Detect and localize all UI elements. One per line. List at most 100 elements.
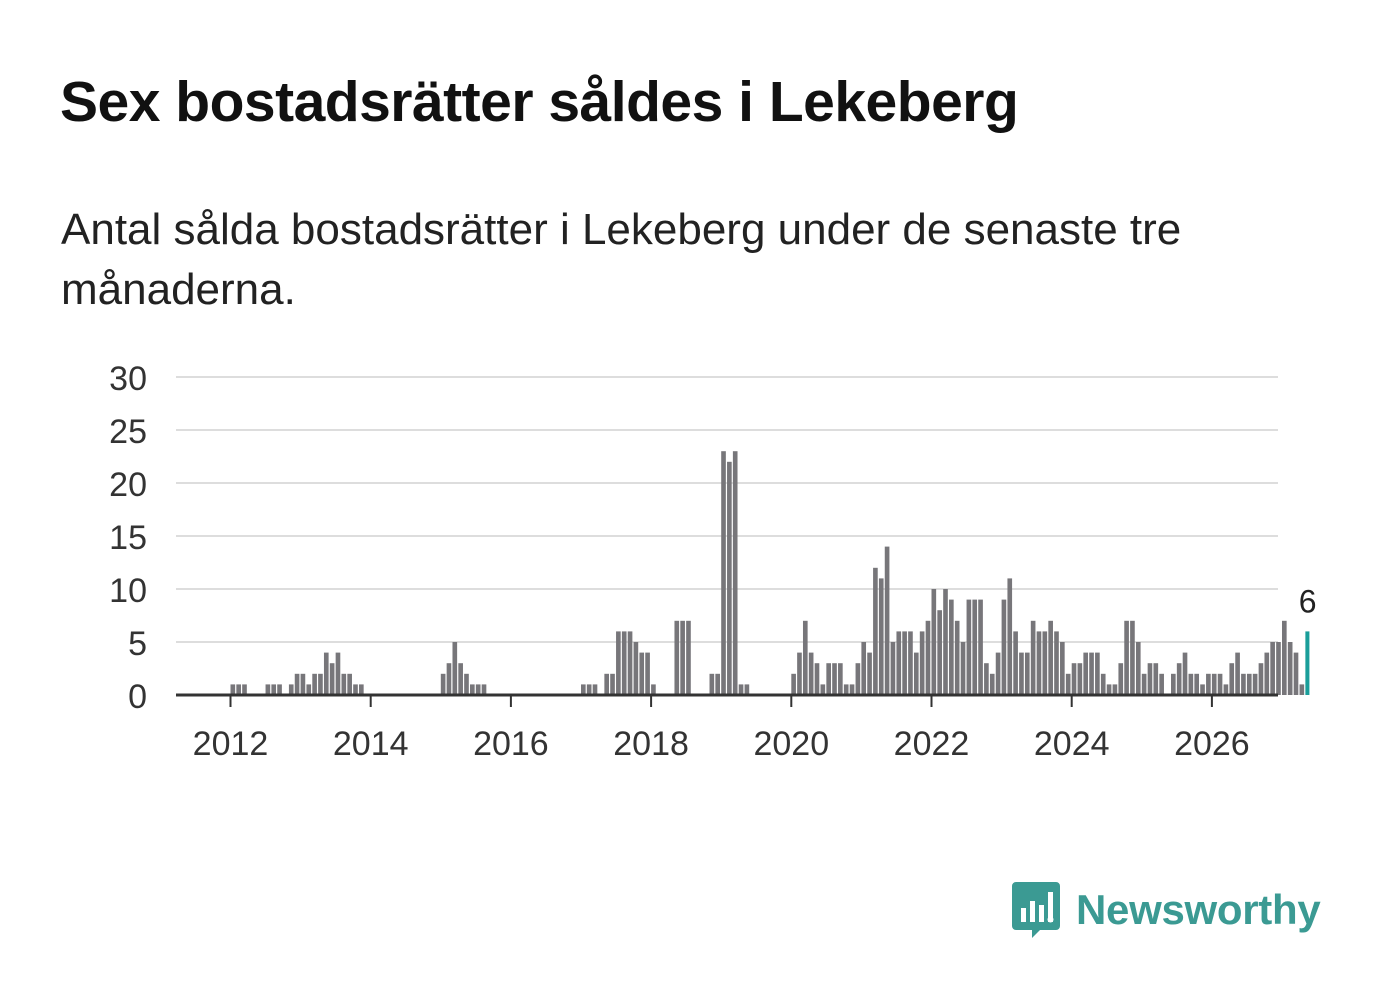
y-tick-label: 30 — [109, 360, 147, 398]
bar — [318, 673, 323, 695]
bar — [1223, 684, 1229, 695]
bar — [727, 461, 732, 695]
bar — [791, 673, 796, 695]
bar — [838, 663, 843, 695]
bar — [347, 673, 352, 695]
bar — [908, 631, 913, 695]
y-tick-label: 10 — [109, 572, 147, 610]
y-tick-label: 25 — [109, 413, 147, 451]
bar — [288, 684, 294, 695]
bar — [1135, 642, 1141, 695]
bar — [1299, 684, 1305, 695]
highlight-bar — [1305, 631, 1310, 695]
bar — [1112, 684, 1118, 695]
bar — [1054, 631, 1059, 695]
bar — [452, 642, 458, 695]
bar — [943, 589, 948, 695]
bar — [896, 631, 902, 695]
bar — [814, 663, 820, 695]
bar — [440, 673, 446, 695]
chart-title: Sex bostadsrätter såldes i Lekeberg — [60, 70, 1019, 134]
bar — [861, 642, 867, 695]
bar — [1200, 684, 1205, 695]
bar — [645, 652, 650, 695]
bar — [1188, 673, 1194, 695]
bar — [458, 663, 463, 695]
bar — [294, 673, 300, 695]
bar — [242, 684, 247, 695]
bar — [1071, 663, 1077, 695]
bar — [306, 684, 312, 695]
bar — [715, 673, 720, 695]
bar — [832, 663, 837, 695]
bar — [1001, 599, 1007, 695]
bar — [470, 684, 475, 695]
brand-name: Newsworthy — [1076, 886, 1321, 933]
bar — [802, 620, 808, 695]
bar — [236, 684, 241, 695]
bar — [709, 673, 715, 695]
bar — [1013, 631, 1018, 695]
bar — [586, 684, 592, 695]
bar — [826, 663, 831, 695]
bar — [1252, 673, 1258, 695]
bar — [995, 652, 1001, 695]
bar — [353, 684, 358, 695]
bar — [1060, 642, 1065, 695]
x-tick-label: 2020 — [753, 725, 829, 763]
bar — [1229, 663, 1235, 695]
bar — [1182, 652, 1188, 695]
bar — [1095, 652, 1100, 695]
bar — [931, 589, 937, 695]
bar-chart-speech-bubble-icon — [1012, 882, 1060, 938]
bar — [849, 684, 855, 695]
highlight-value-label: 6 — [1299, 583, 1317, 619]
bar — [230, 684, 236, 695]
bar — [878, 578, 884, 695]
bar — [1276, 642, 1281, 695]
bar — [300, 673, 306, 695]
bar — [1042, 631, 1048, 695]
bar — [1270, 642, 1275, 695]
bar — [1083, 652, 1089, 695]
bar — [820, 684, 826, 695]
bar — [610, 673, 615, 695]
bar — [925, 620, 931, 695]
bar — [1241, 673, 1246, 695]
bar — [604, 673, 610, 695]
bar — [1077, 663, 1083, 695]
y-tick-label: 20 — [109, 466, 147, 504]
bar — [1048, 620, 1053, 695]
bar — [446, 663, 452, 695]
bar — [721, 451, 726, 695]
bar — [884, 546, 890, 695]
x-tick-label: 2018 — [613, 725, 689, 763]
bar — [1024, 652, 1030, 695]
bar — [1293, 652, 1299, 695]
bar — [592, 684, 598, 695]
bar — [341, 673, 347, 695]
bar — [937, 610, 942, 695]
bar — [475, 684, 481, 695]
bar — [277, 684, 282, 695]
bar — [481, 684, 487, 695]
bar — [1206, 673, 1211, 695]
bar — [1130, 620, 1135, 695]
bar — [949, 599, 954, 695]
bar — [1007, 578, 1013, 695]
bar — [902, 631, 907, 695]
bar — [873, 567, 878, 695]
brand-logo: Newsworthy — [1010, 878, 1321, 942]
bar — [359, 684, 364, 695]
bar — [686, 620, 691, 695]
bar — [867, 652, 872, 695]
bar — [744, 684, 750, 695]
bar — [616, 631, 621, 695]
bar — [1217, 673, 1223, 695]
bar — [633, 642, 639, 695]
bar — [1089, 652, 1094, 695]
bar — [1118, 663, 1124, 695]
bar — [581, 684, 586, 695]
bar — [329, 663, 335, 695]
bar — [464, 673, 469, 695]
